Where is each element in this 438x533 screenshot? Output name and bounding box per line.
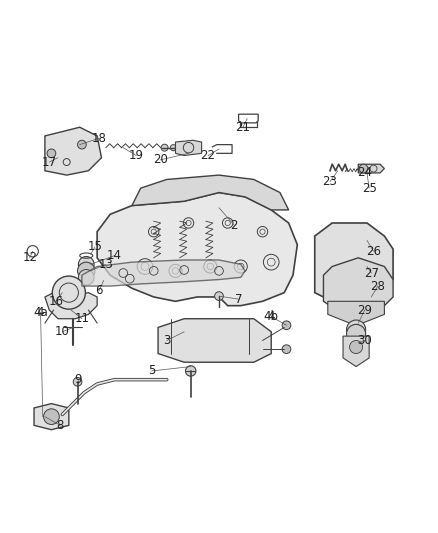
Text: 25: 25 — [362, 182, 377, 195]
Circle shape — [346, 320, 366, 339]
Polygon shape — [328, 301, 385, 323]
Polygon shape — [358, 164, 385, 173]
Polygon shape — [34, 403, 69, 430]
Text: 13: 13 — [99, 258, 113, 271]
Text: 10: 10 — [55, 325, 70, 338]
Text: 14: 14 — [107, 249, 122, 262]
Circle shape — [161, 144, 168, 151]
Polygon shape — [315, 223, 393, 301]
Text: 4b: 4b — [264, 310, 279, 323]
Text: 3: 3 — [163, 334, 170, 347]
Polygon shape — [97, 192, 297, 305]
Polygon shape — [132, 175, 289, 210]
Text: 30: 30 — [357, 334, 372, 347]
Polygon shape — [343, 336, 369, 367]
Circle shape — [350, 341, 363, 353]
Circle shape — [282, 321, 291, 329]
Text: 22: 22 — [201, 149, 215, 162]
Circle shape — [52, 276, 85, 309]
Text: 27: 27 — [364, 266, 379, 279]
Text: 17: 17 — [42, 156, 57, 168]
Text: 29: 29 — [357, 303, 372, 317]
Text: 4: 4 — [37, 306, 44, 319]
Text: 7: 7 — [235, 293, 242, 305]
Circle shape — [44, 409, 59, 424]
Text: 26: 26 — [366, 245, 381, 258]
Polygon shape — [158, 319, 271, 362]
Text: 19: 19 — [129, 149, 144, 162]
Circle shape — [185, 366, 196, 376]
Circle shape — [359, 164, 368, 173]
Circle shape — [328, 232, 385, 288]
Text: 21: 21 — [236, 121, 251, 134]
Polygon shape — [45, 127, 102, 175]
Text: 16: 16 — [48, 295, 64, 308]
Text: 4a: 4a — [33, 306, 48, 319]
Text: 28: 28 — [371, 280, 385, 293]
Circle shape — [78, 262, 95, 279]
Text: 12: 12 — [22, 251, 37, 264]
Circle shape — [170, 144, 177, 151]
Text: 20: 20 — [153, 154, 168, 166]
Text: 23: 23 — [322, 175, 337, 188]
Text: 4: 4 — [268, 310, 275, 323]
Circle shape — [347, 251, 365, 269]
Circle shape — [282, 345, 291, 353]
Polygon shape — [176, 140, 201, 156]
Text: 8: 8 — [57, 419, 64, 432]
Circle shape — [346, 325, 366, 344]
Circle shape — [78, 270, 94, 285]
Polygon shape — [82, 260, 245, 286]
Circle shape — [215, 292, 223, 301]
Text: 6: 6 — [95, 284, 103, 297]
Circle shape — [47, 149, 56, 158]
Polygon shape — [45, 293, 97, 319]
Text: 5: 5 — [148, 365, 155, 377]
Circle shape — [78, 256, 94, 272]
Circle shape — [78, 140, 86, 149]
Text: 11: 11 — [74, 312, 89, 325]
Text: 2: 2 — [230, 219, 238, 232]
Text: 9: 9 — [74, 373, 81, 386]
Circle shape — [177, 144, 183, 151]
Text: 15: 15 — [88, 240, 102, 253]
Text: 18: 18 — [92, 132, 107, 144]
Text: 24: 24 — [357, 166, 372, 180]
Polygon shape — [323, 258, 393, 314]
Circle shape — [73, 377, 82, 386]
